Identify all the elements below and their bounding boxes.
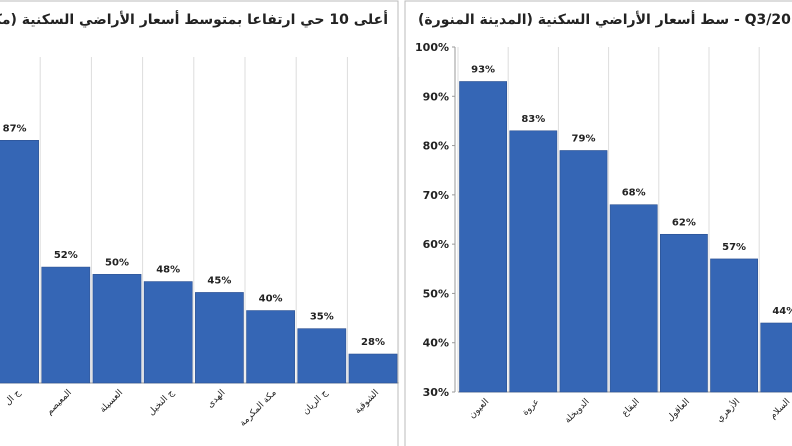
y-tick-label: 30%: [423, 386, 449, 399]
value-label: 52%: [54, 250, 78, 261]
value-label: 79%: [572, 134, 596, 145]
value-label: 45%: [207, 275, 231, 286]
value-label: 62%: [672, 217, 696, 228]
bar: [609, 204, 658, 393]
y-tick-label: 100%: [415, 41, 449, 54]
bar: [92, 274, 142, 384]
bar: [509, 130, 558, 393]
bar: [246, 310, 295, 384]
chart-title: أعلى 10 حي ارتفاعا بمتوسط أسعار الأراضي …: [0, 10, 388, 28]
y-tick-label: 40%: [423, 337, 449, 350]
value-label: 57%: [722, 242, 746, 253]
value-label: 28%: [361, 337, 385, 348]
value-label: 83%: [521, 114, 545, 125]
value-label: 87%: [3, 123, 27, 134]
value-label: 44%: [772, 306, 792, 317]
bar: [760, 322, 792, 393]
value-label: 50%: [105, 257, 129, 268]
chart-title: Q3/2021 - سط أسعار الأراضي السكنية (المد…: [418, 10, 792, 28]
bar: [143, 281, 193, 384]
value-label: 35%: [310, 312, 334, 323]
bar: [0, 140, 39, 384]
y-tick-label: 80%: [423, 140, 449, 153]
y-tick-label: 50%: [423, 287, 449, 300]
bar: [459, 81, 507, 393]
y-tick-label: 90%: [423, 90, 449, 103]
value-label: 48%: [156, 265, 180, 276]
bar: [297, 328, 347, 384]
bar: [348, 353, 398, 384]
value-label: 40%: [259, 294, 283, 305]
y-tick-label: 70%: [423, 189, 449, 202]
value-label: 93%: [471, 65, 495, 76]
y-tick-label: 60%: [423, 238, 449, 251]
bar: [559, 150, 608, 393]
value-label: 68%: [622, 188, 646, 199]
bar: [41, 266, 91, 384]
bar: [710, 258, 758, 393]
bar: [195, 292, 244, 384]
bar: [660, 233, 708, 393]
